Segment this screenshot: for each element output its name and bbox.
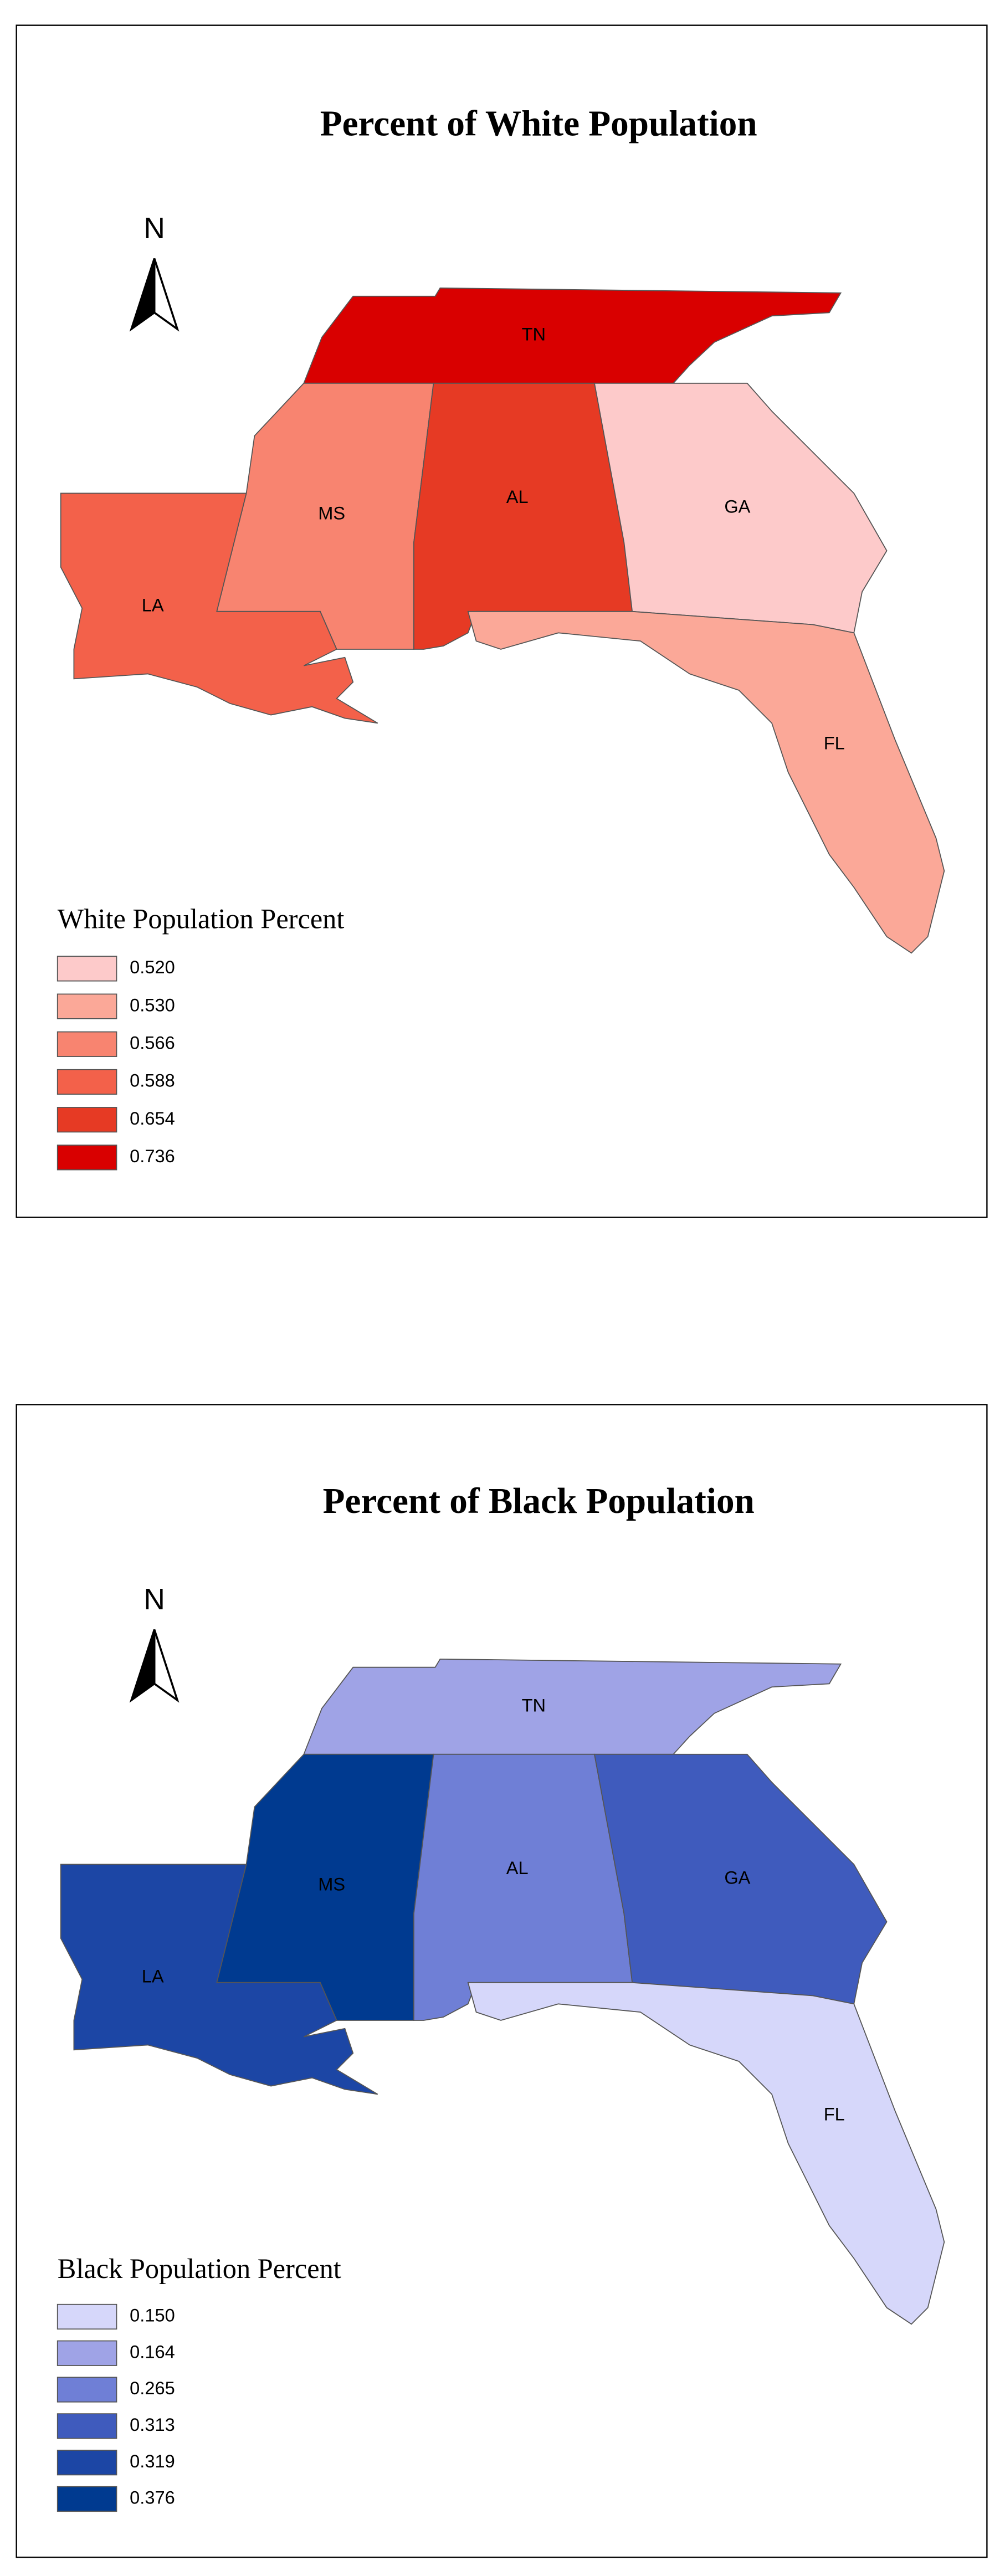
state — [467, 1982, 945, 2325]
legend-swatch — [57, 1069, 117, 1095]
state-label: GA — [724, 496, 750, 517]
legend-label: 0.654 — [130, 1108, 175, 1128]
legend-swatch — [57, 1031, 117, 1057]
state-label: MS — [318, 1874, 345, 1895]
legend-title: White Population Percent — [58, 904, 345, 935]
state — [60, 1864, 378, 2095]
north-arrow — [153, 1629, 180, 1703]
map-panel: Percent of Black Population N TN MS AL GA FL LA… — [16, 1404, 988, 2558]
state — [593, 1753, 888, 2005]
state — [413, 382, 633, 650]
state — [303, 287, 842, 384]
legend-label: 0.376 — [130, 2487, 175, 2508]
legend-label: 0.566 — [130, 1032, 175, 1053]
state — [60, 492, 378, 724]
state-label: LA — [142, 1966, 164, 1987]
state — [467, 610, 945, 954]
legend-label: 0.319 — [130, 2451, 175, 2471]
legend-label: 0.265 — [130, 2378, 175, 2398]
north-label: N — [143, 212, 165, 245]
state-label: MS — [318, 503, 345, 524]
map-panel: Percent of White Population N TN MS AL GA FL LA… — [16, 24, 988, 1218]
legend-label: 0.530 — [130, 994, 175, 1015]
legend-swatch — [57, 2377, 117, 2403]
state-label: FL — [824, 733, 845, 753]
legend-label: 0.736 — [130, 1146, 175, 1166]
state-label: AL — [506, 1857, 529, 1878]
north-arrow — [129, 1629, 156, 1703]
frame — [16, 1404, 988, 2558]
legend-swatch — [57, 2450, 117, 2476]
legend-label: 0.520 — [130, 957, 175, 977]
legend-swatch — [57, 2303, 117, 2330]
state-label: TN — [522, 1695, 546, 1715]
state-label: GA — [724, 1867, 750, 1888]
legend-swatch — [57, 2413, 117, 2439]
state-label: AL — [506, 486, 529, 507]
north-arrow — [129, 258, 156, 332]
state — [413, 1753, 633, 2021]
legend-swatch — [57, 1145, 117, 1171]
map-title: Percent of White Population — [320, 104, 757, 143]
state-label: LA — [142, 595, 164, 615]
legend-title: Black Population Percent — [58, 2253, 341, 2284]
state-label: FL — [824, 2103, 845, 2124]
state — [303, 1658, 842, 1755]
legend-label: 0.588 — [130, 1070, 175, 1091]
frame — [16, 24, 988, 1218]
legend-swatch — [57, 2340, 117, 2366]
north-label: N — [143, 1583, 165, 1616]
map-title: Percent of Black Population — [323, 1481, 755, 1521]
legend-swatch — [57, 1107, 117, 1133]
legend-label: 0.313 — [130, 2414, 175, 2435]
legend-swatch — [57, 956, 117, 982]
state — [593, 382, 888, 634]
north-arrow — [153, 258, 180, 332]
state-label: TN — [522, 324, 546, 344]
legend-label: 0.150 — [130, 2305, 175, 2326]
legend-swatch — [57, 993, 117, 1019]
legend-label: 0.164 — [130, 2341, 175, 2362]
legend-swatch — [57, 2486, 117, 2512]
